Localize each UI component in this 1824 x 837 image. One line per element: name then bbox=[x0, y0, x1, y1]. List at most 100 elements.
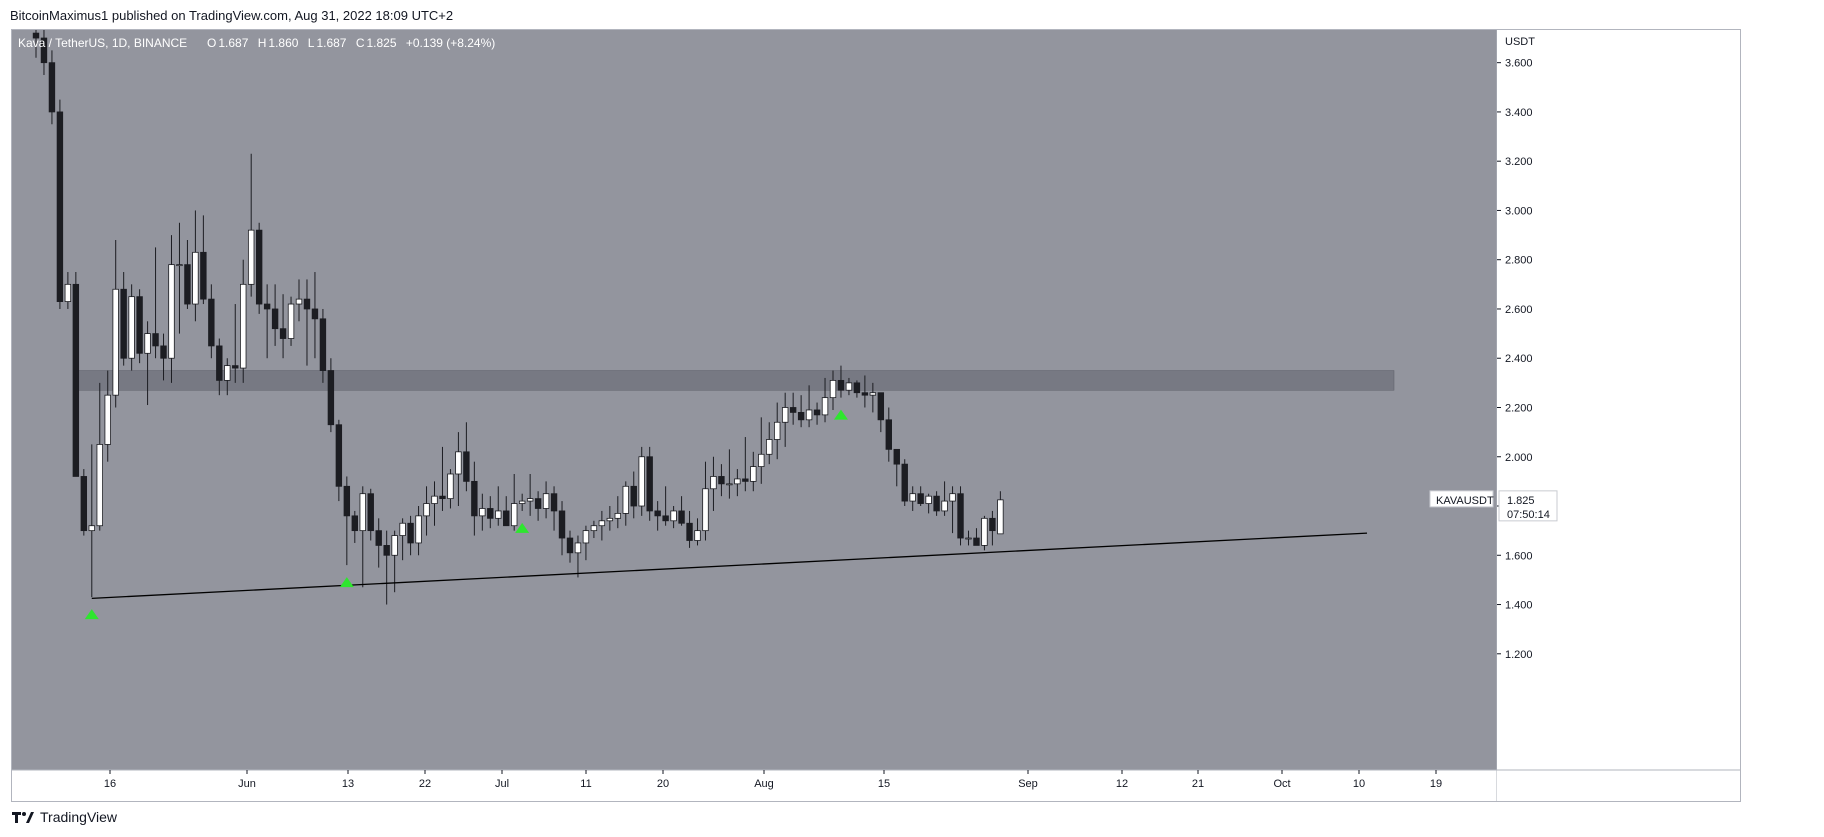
candle-down bbox=[279, 328, 287, 339]
candle-down bbox=[152, 333, 159, 347]
price-tick-label: 2.600 bbox=[1505, 304, 1533, 316]
time-tick-label: 11 bbox=[580, 778, 591, 790]
candle-up bbox=[423, 503, 430, 517]
candle-down bbox=[232, 365, 239, 369]
candle-up bbox=[224, 365, 231, 381]
candle-down bbox=[877, 392, 885, 421]
time-tick-label: Aug bbox=[754, 778, 774, 790]
legend-symbol: Kava / TetherUS, 1D, BINANCE bbox=[18, 36, 187, 50]
candle-up bbox=[614, 512, 622, 519]
price-tick-label: 2.000 bbox=[1505, 452, 1533, 464]
price-tick-label: 1.200 bbox=[1505, 649, 1533, 661]
candle-down bbox=[80, 476, 88, 532]
support-marker-triangle bbox=[84, 609, 99, 620]
candle-down bbox=[813, 409, 821, 416]
candle-up bbox=[495, 510, 502, 519]
candle-down bbox=[837, 379, 845, 391]
candle-up bbox=[295, 298, 303, 305]
candle-down bbox=[678, 510, 685, 524]
footer-brand[interactable]: TradingView bbox=[12, 809, 117, 825]
candle-up bbox=[909, 493, 916, 502]
candle-down bbox=[136, 296, 143, 354]
legend-h-label: H bbox=[258, 36, 267, 50]
candle-up bbox=[447, 473, 454, 500]
legend-o-label: O bbox=[207, 36, 216, 50]
candle-up bbox=[805, 409, 813, 421]
time-tick-label: 21 bbox=[1192, 778, 1204, 790]
plot-background bbox=[12, 30, 1497, 770]
candle-up bbox=[192, 251, 199, 305]
candle-up bbox=[750, 466, 757, 482]
candle-down bbox=[789, 407, 797, 413]
candle-up bbox=[694, 530, 701, 541]
candle-up bbox=[526, 498, 534, 502]
candle-up bbox=[510, 503, 518, 527]
candle-down bbox=[263, 303, 271, 310]
candle-up bbox=[590, 525, 598, 532]
price-axis-unit: USDT bbox=[1505, 36, 1535, 48]
time-tick-label: Sep bbox=[1018, 778, 1038, 790]
price-tick-label: 2.200 bbox=[1505, 402, 1533, 414]
candle-up bbox=[582, 530, 590, 544]
candle-down bbox=[383, 545, 390, 556]
candle-down bbox=[718, 476, 725, 485]
time-tick-label: 20 bbox=[657, 778, 669, 790]
candle-up bbox=[702, 488, 709, 532]
candle-up bbox=[112, 288, 119, 396]
candle-down bbox=[558, 510, 566, 539]
candle-down bbox=[311, 308, 319, 320]
chart-frame[interactable]: Kava / TetherUS, 1D, BINANCE O 1.687 H 1.8… bbox=[11, 29, 1741, 802]
price-tick-label: 1.600 bbox=[1505, 550, 1533, 562]
candle-down bbox=[303, 298, 311, 310]
candles-group bbox=[32, 30, 1004, 605]
legend-c-value: 1.825 bbox=[367, 36, 397, 50]
price-tick-label: 3.400 bbox=[1505, 107, 1533, 119]
time-tick-label: Jul bbox=[495, 778, 509, 790]
legend-c-label: C bbox=[356, 36, 365, 50]
legend-l-label: L bbox=[308, 36, 315, 50]
time-axis[interactable]: 16 Jun 13 22 Jul 11 20 Aug 15 Sep 12 21 Oct 10 19 bbox=[104, 770, 1442, 790]
support-trendline bbox=[91, 532, 1368, 600]
candle-up bbox=[542, 493, 550, 509]
candle-up bbox=[455, 451, 462, 475]
candle-up bbox=[391, 535, 398, 556]
price-tick-label: 3.600 bbox=[1505, 58, 1533, 70]
price-axis-bg bbox=[1497, 30, 1740, 801]
candle-down bbox=[184, 264, 191, 305]
candlestick-chart[interactable]: Kava / TetherUS, 1D, BINANCE O 1.687 H 1.8… bbox=[12, 30, 1740, 801]
candle-up bbox=[734, 478, 741, 485]
candle-up bbox=[415, 515, 422, 544]
candle-down bbox=[742, 478, 749, 482]
price-tag-price-box bbox=[1498, 490, 1558, 522]
candle-down bbox=[160, 345, 167, 359]
price-tick-label: 2.800 bbox=[1505, 255, 1533, 267]
candle-down bbox=[646, 456, 653, 512]
price-tag-symbol-box bbox=[1429, 490, 1494, 508]
price-tick-label: 1.400 bbox=[1505, 600, 1533, 612]
candle-down bbox=[471, 480, 478, 517]
candle-down bbox=[255, 229, 263, 305]
candle-down bbox=[861, 392, 869, 396]
candle-down bbox=[351, 515, 358, 532]
candle-up bbox=[479, 508, 486, 517]
candle-up bbox=[168, 264, 175, 359]
candle-down bbox=[463, 451, 470, 482]
time-tick-label: Oct bbox=[1273, 778, 1290, 790]
candle-up bbox=[176, 264, 183, 267]
candle-down bbox=[72, 283, 80, 477]
candle-down bbox=[901, 463, 908, 502]
candle-up bbox=[287, 303, 295, 339]
candle-down bbox=[32, 32, 40, 39]
candle-up bbox=[399, 522, 406, 536]
candle-down bbox=[566, 537, 574, 554]
time-tick-label: 10 bbox=[1353, 778, 1365, 790]
candle-down bbox=[56, 111, 64, 302]
candle-down bbox=[893, 448, 900, 465]
legend-ohlc-line: O 1.687 H 1.860 L 1.687 C 1.825 +0.139 (+8.2… bbox=[207, 36, 495, 50]
legend-h-value: 1.860 bbox=[268, 36, 298, 50]
candle-down bbox=[343, 485, 351, 517]
candle-down bbox=[534, 498, 542, 509]
candle-up bbox=[941, 500, 948, 512]
candle-down bbox=[208, 298, 215, 347]
candle-down bbox=[853, 382, 861, 394]
